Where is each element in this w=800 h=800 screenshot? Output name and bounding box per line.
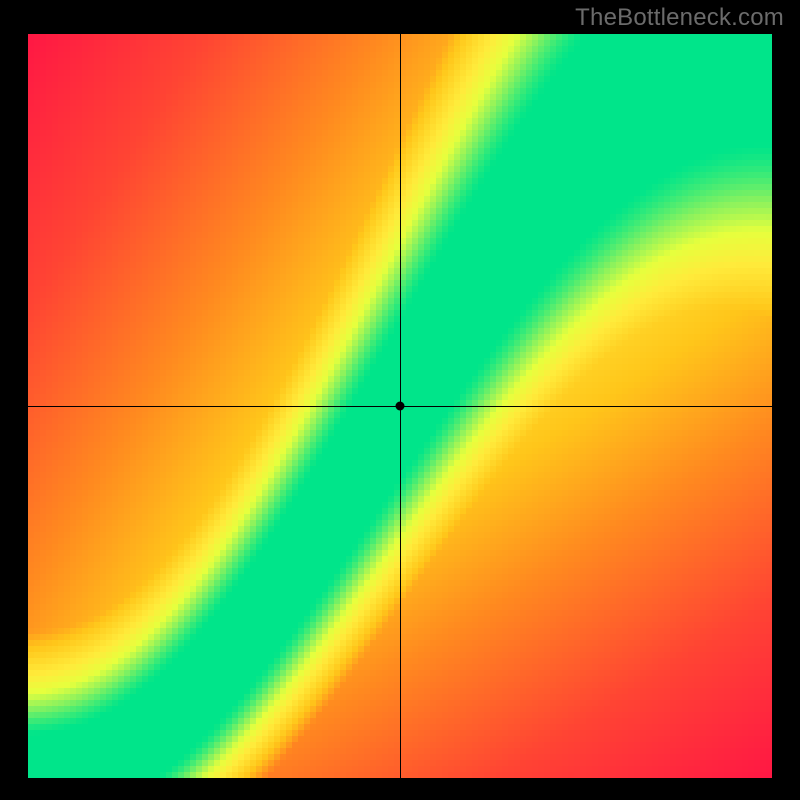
heatmap-canvas [28, 34, 772, 778]
watermark-text: TheBottleneck.com [575, 4, 784, 32]
bottleneck-heatmap [28, 34, 772, 778]
frame: TheBottleneck.com [0, 0, 800, 800]
